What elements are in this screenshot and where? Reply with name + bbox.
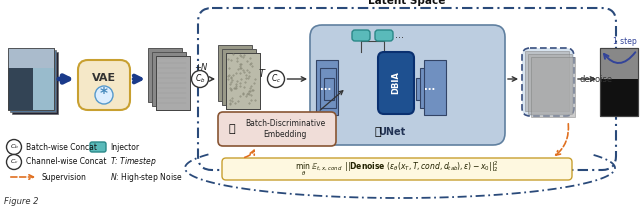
Bar: [600, 48, 638, 116]
Bar: [8, 48, 33, 110]
Text: Batch-Discriminative
Embedding: Batch-Discriminative Embedding: [245, 119, 325, 139]
Text: $C_b$: $C_b$: [195, 73, 205, 85]
Text: ...: ...: [321, 82, 332, 92]
Text: Latent Space: Latent Space: [368, 0, 445, 6]
Text: 🔥: 🔥: [374, 127, 381, 137]
Bar: [600, 48, 638, 79]
FancyBboxPatch shape: [522, 48, 574, 116]
Bar: [226, 53, 260, 109]
Text: Injector: Injector: [110, 143, 139, 151]
Bar: [528, 54, 572, 114]
Bar: [8, 48, 54, 68]
Text: 🔥: 🔥: [228, 124, 236, 134]
Bar: [156, 56, 190, 110]
Text: UNet: UNet: [378, 127, 406, 137]
Bar: [416, 78, 426, 100]
Text: ...: ...: [424, 82, 436, 92]
Text: DBIA: DBIA: [392, 72, 401, 94]
Text: $C_c$: $C_c$: [10, 158, 19, 167]
Bar: [222, 49, 256, 105]
Text: $T$: Timestep: $T$: Timestep: [110, 155, 157, 168]
Text: $T$: $T$: [258, 67, 266, 79]
Text: $C_b$: $C_b$: [10, 143, 19, 151]
Text: +N: +N: [195, 63, 207, 71]
Bar: [424, 60, 446, 115]
Bar: [12, 52, 58, 114]
Text: $N$: High-step Noise: $N$: High-step Noise: [110, 171, 182, 184]
Circle shape: [95, 86, 113, 104]
Bar: [525, 51, 569, 111]
FancyBboxPatch shape: [90, 142, 106, 152]
FancyBboxPatch shape: [310, 25, 505, 145]
Bar: [148, 48, 182, 102]
Bar: [152, 52, 186, 106]
Bar: [8, 48, 54, 110]
Text: Figure 2: Figure 2: [4, 197, 38, 206]
FancyBboxPatch shape: [218, 112, 336, 146]
Circle shape: [191, 71, 209, 88]
Circle shape: [6, 139, 22, 155]
Text: $\min_{\theta}\ \mathbb{E}_{t,x,cond}\ ||\mathbf{Denoise}\ (\epsilon_{\theta}(x_: $\min_{\theta}\ \mathbb{E}_{t,x,cond}\ |…: [295, 160, 499, 178]
FancyBboxPatch shape: [352, 30, 370, 41]
Text: Batch-wise Concat: Batch-wise Concat: [26, 143, 97, 151]
Bar: [10, 50, 56, 112]
Circle shape: [268, 71, 285, 88]
Text: VAE: VAE: [92, 73, 116, 83]
FancyBboxPatch shape: [222, 158, 572, 180]
Bar: [156, 56, 190, 110]
Text: $C_c$: $C_c$: [271, 73, 281, 85]
Text: ...: ...: [394, 30, 403, 41]
Text: denoise: denoise: [579, 75, 612, 84]
Bar: [320, 68, 336, 108]
Bar: [324, 78, 334, 100]
FancyBboxPatch shape: [78, 60, 130, 110]
FancyBboxPatch shape: [375, 30, 393, 41]
Text: Supervision: Supervision: [42, 172, 87, 181]
FancyBboxPatch shape: [378, 52, 414, 114]
Text: *: *: [100, 88, 108, 102]
Bar: [226, 53, 260, 109]
Bar: [316, 60, 338, 115]
Text: 1 step: 1 step: [613, 37, 637, 46]
Bar: [600, 48, 638, 116]
Bar: [8, 48, 54, 110]
Bar: [531, 57, 575, 117]
Bar: [218, 45, 252, 101]
Bar: [420, 68, 436, 108]
Text: Channel-wise Concat: Channel-wise Concat: [26, 158, 106, 167]
Circle shape: [6, 155, 22, 169]
